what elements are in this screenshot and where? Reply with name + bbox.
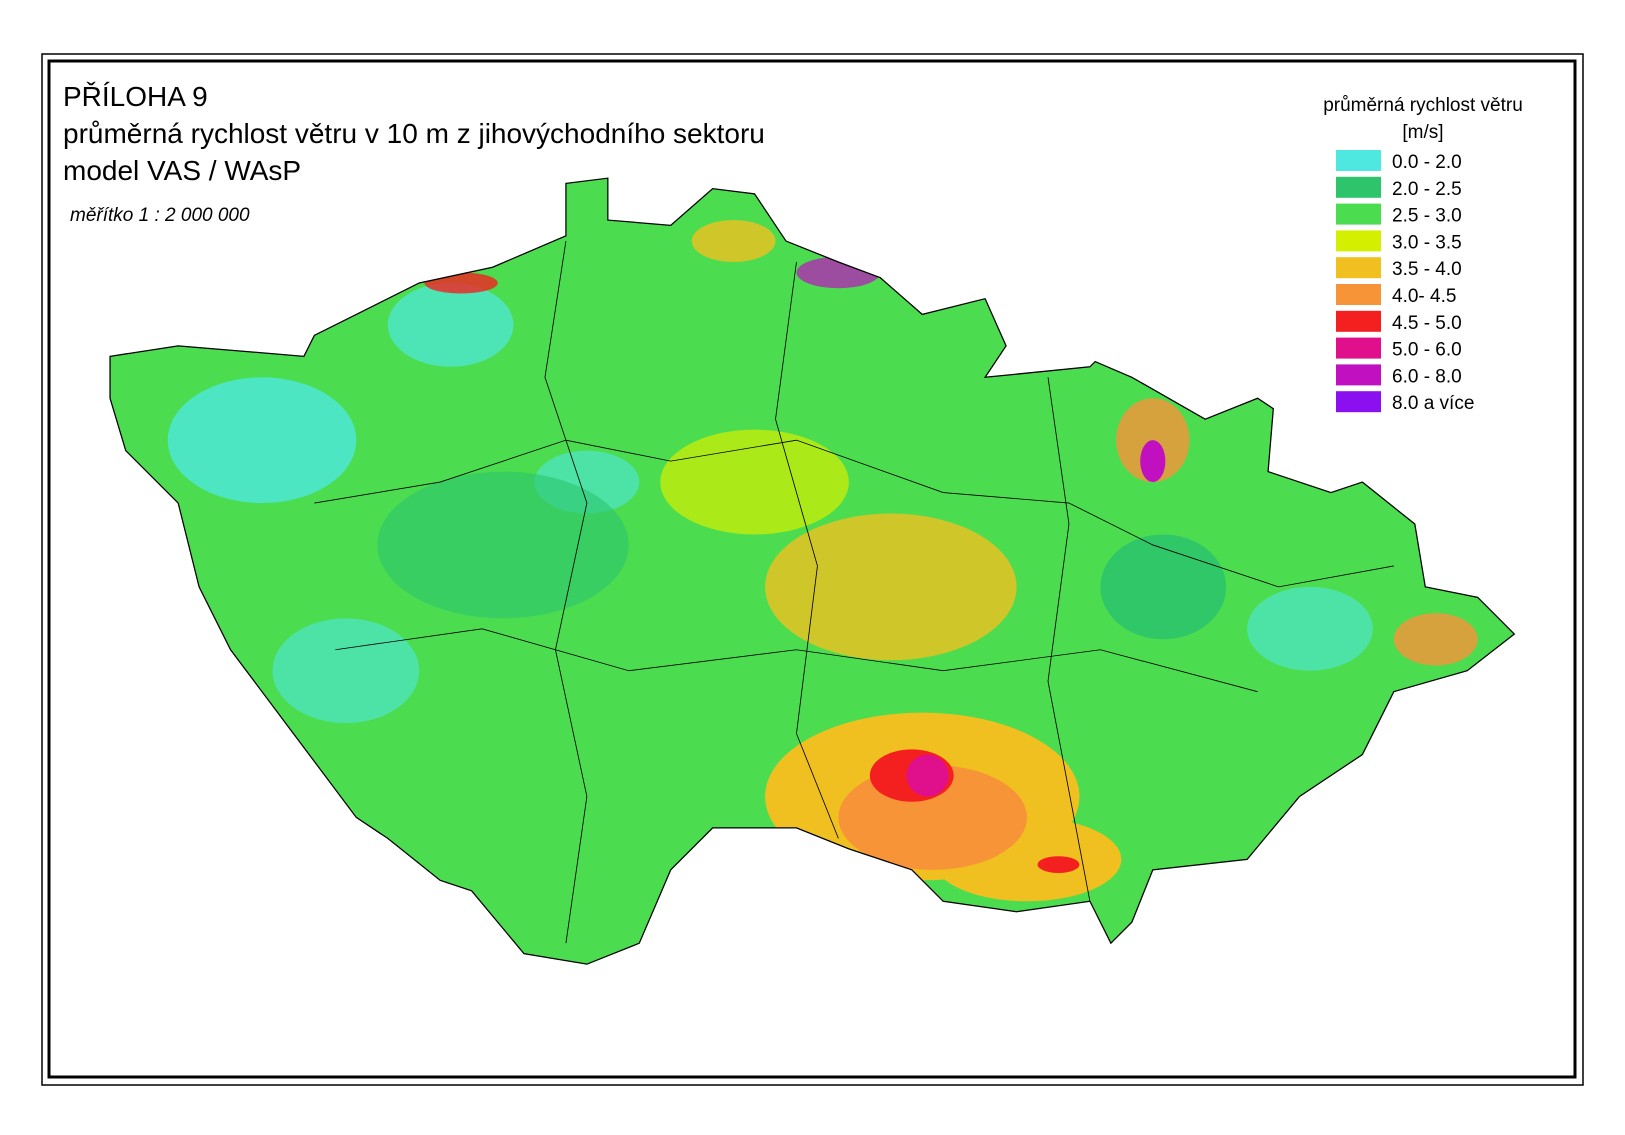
legend-label: 8.0 a více — [1392, 393, 1474, 414]
legend-label: 4.5 - 5.0 — [1392, 313, 1462, 334]
inner-frame — [47, 59, 1577, 1079]
legend-swatch — [1336, 391, 1381, 413]
legend-label: 5.0 - 6.0 — [1392, 340, 1462, 361]
legend-unit: [m/s] — [1402, 122, 1443, 143]
map-title: PŘÍLOHA 9 — [63, 81, 208, 112]
legend-label: 6.0 - 8.0 — [1392, 366, 1462, 387]
legend-label: 3.5 - 4.0 — [1392, 259, 1462, 280]
country-map — [109, 177, 1515, 965]
legend-swatch — [1336, 337, 1381, 359]
map-scale: měřítko 1 : 2 000 000 — [70, 205, 250, 226]
legend-swatch — [1336, 150, 1381, 171]
legend-label: 0.0 - 2.0 — [1392, 152, 1462, 173]
map-subtitle: průměrná rychlost větru v 10 m z jihovýc… — [63, 118, 765, 149]
outer-frame — [41, 53, 1584, 1086]
legend: 0.0 - 2.0 2.0 - 2.5 2.5 - 3.0 3.0 - 3.5 3.5 … — [1336, 150, 1474, 414]
legend-swatch — [1336, 257, 1381, 279]
legend-label: 4.0- 4.5 — [1392, 286, 1456, 307]
legend-label: 2.0 - 2.5 — [1392, 179, 1462, 200]
legend-swatch — [1336, 364, 1381, 386]
legend-swatch — [1336, 230, 1381, 252]
legend-swatch — [1336, 203, 1381, 225]
legend-label: 2.5 - 3.0 — [1392, 206, 1462, 227]
legend-swatch — [1336, 284, 1381, 305]
legend-label: 3.0 - 3.5 — [1392, 232, 1462, 253]
legend-title: průměrná rychlost větru — [1323, 95, 1523, 116]
legend-swatch — [1336, 310, 1381, 332]
legend-swatch — [1336, 176, 1381, 198]
map-model: model VAS / WAsP — [63, 155, 301, 186]
